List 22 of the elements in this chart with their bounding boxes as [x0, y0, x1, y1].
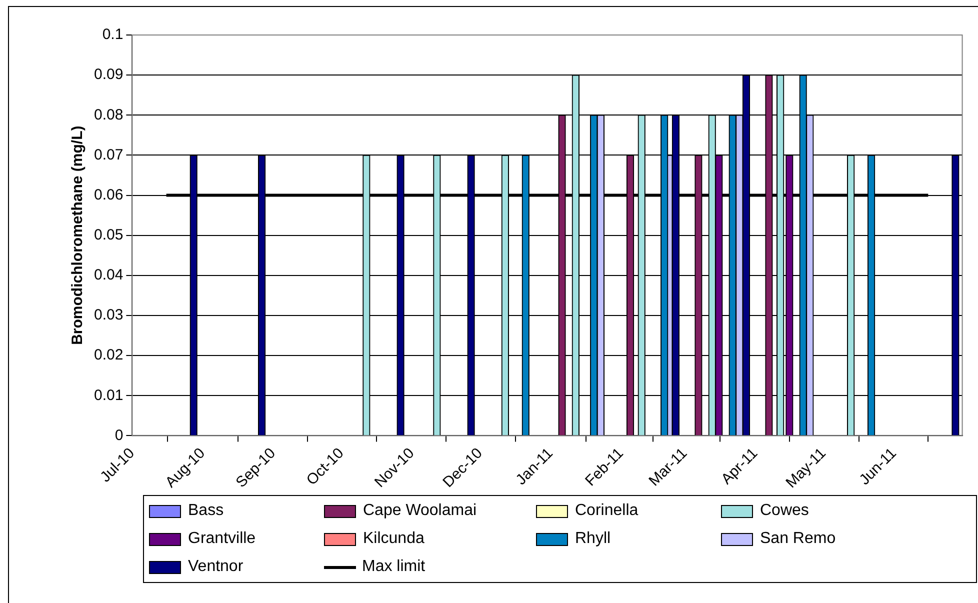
legend-label: Grantville: [188, 530, 256, 548]
y-tick-label: 0.07: [94, 146, 124, 164]
legend-label: Cowes: [760, 502, 809, 520]
legend-label: Rhyll: [575, 530, 611, 548]
legend-label: Max limit: [362, 558, 426, 576]
y-tick-label: 0: [114, 426, 124, 444]
legend-label: Corinella: [575, 502, 638, 520]
y-axis-title: Bromodichloromethane (mg/L): [69, 126, 86, 345]
legend-label: San Remo: [760, 530, 836, 548]
legend-label: Kilcunda: [363, 530, 424, 548]
y-tick-label: 0.1: [102, 26, 124, 44]
y-tick-label: 0.02: [94, 346, 124, 364]
legend-label: Bass: [188, 502, 224, 520]
y-tick-label: 0.01: [94, 386, 124, 404]
y-tick-label: 0.05: [94, 226, 124, 244]
y-tick-label: 0.08: [94, 106, 124, 124]
y-tick-label: 0.06: [94, 186, 124, 204]
legend-label: Cape Woolamai: [363, 502, 477, 520]
legend-label: Ventnor: [188, 558, 244, 576]
y-tick-label: 0.09: [94, 66, 124, 84]
y-tick-label: 0.03: [94, 306, 124, 324]
y-tick-label: 0.04: [94, 266, 124, 284]
